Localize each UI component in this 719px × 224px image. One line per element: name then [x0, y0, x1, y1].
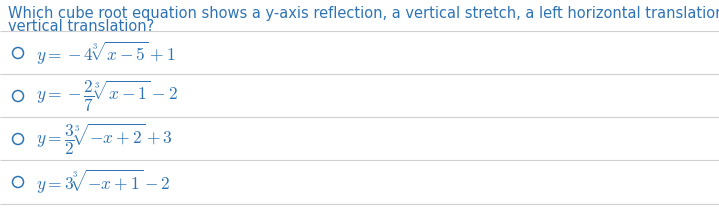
Text: $y = 3\sqrt[3]{-x+1}-2$: $y = 3\sqrt[3]{-x+1}-2$ — [36, 168, 170, 196]
Text: $y = \dfrac{3}{2}\sqrt[3]{-x+2}+3$: $y = \dfrac{3}{2}\sqrt[3]{-x+2}+3$ — [36, 121, 173, 157]
Text: vertical translation?: vertical translation? — [8, 19, 155, 34]
Text: $y = -\dfrac{2}{7}\sqrt[3]{x-1}-2$: $y = -\dfrac{2}{7}\sqrt[3]{x-1}-2$ — [36, 78, 178, 114]
Text: $y = -4\sqrt[3]{x-5}+1$: $y = -4\sqrt[3]{x-5}+1$ — [36, 39, 175, 67]
Text: Which cube root equation shows a y-axis reflection, a vertical stretch, a left h: Which cube root equation shows a y-axis … — [8, 6, 719, 21]
